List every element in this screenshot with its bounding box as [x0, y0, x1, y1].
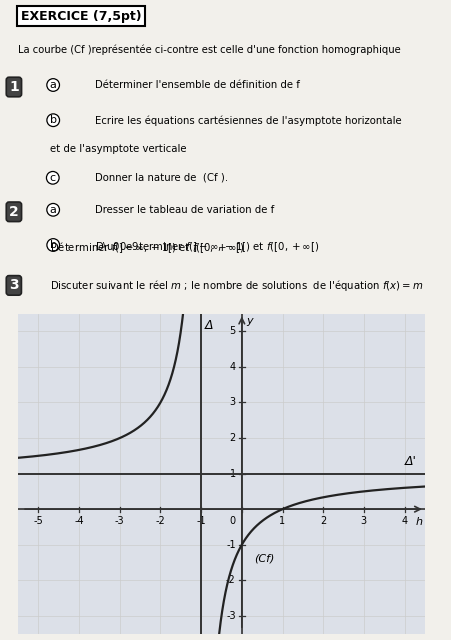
Text: -2: -2	[155, 516, 165, 525]
Text: Δ': Δ'	[404, 455, 416, 468]
Text: Ecrire les équations cartésiennes de l'asymptote horizontale: Ecrire les équations cartésiennes de l'a…	[95, 115, 400, 125]
Text: D\u00e9terminer $f(]-\infty,-1[)$ et $f([0,+\infty[)$: D\u00e9terminer $f(]-\infty,-1[)$ et $f(…	[95, 240, 318, 254]
Text: Déterminer $f(]-\infty,-1[)$ et $f([0,+\infty[)$: Déterminer $f(]-\infty,-1[)$ et $f([0,+\…	[50, 240, 244, 255]
Text: 5: 5	[229, 326, 235, 337]
Text: a: a	[50, 80, 56, 90]
Text: b: b	[50, 115, 56, 125]
Text: 3: 3	[360, 516, 366, 525]
Text: Dresser le tableau de variation de f: Dresser le tableau de variation de f	[95, 205, 274, 215]
Text: -1: -1	[226, 540, 235, 550]
Text: 1: 1	[229, 468, 235, 479]
Text: -5: -5	[33, 516, 43, 525]
Text: -2: -2	[226, 575, 235, 585]
Text: -3: -3	[226, 611, 235, 621]
Text: Δ: Δ	[204, 319, 212, 332]
Text: 4: 4	[229, 362, 235, 372]
Text: -4: -4	[74, 516, 84, 525]
Text: (Cf): (Cf)	[253, 554, 274, 564]
Text: 0: 0	[229, 516, 235, 525]
Text: y: y	[246, 316, 253, 326]
Text: et de l'asymptote verticale: et de l'asymptote verticale	[50, 144, 186, 154]
Text: -3: -3	[115, 516, 124, 525]
Text: h: h	[415, 517, 422, 527]
Text: Donner la nature de  (Cf ).: Donner la nature de (Cf ).	[95, 173, 228, 183]
Text: 3: 3	[9, 278, 18, 292]
Text: c: c	[50, 173, 56, 183]
Text: La courbe (Cf )représentée ci-contre est celle d'une fonction homographique: La courbe (Cf )représentée ci-contre est…	[18, 45, 400, 55]
Text: b: b	[50, 240, 56, 250]
Text: a: a	[50, 205, 56, 215]
Text: 4: 4	[400, 516, 407, 525]
Text: 1: 1	[9, 80, 19, 94]
Text: 2: 2	[229, 433, 235, 443]
Text: Déterminer l'ensemble de définition de f: Déterminer l'ensemble de définition de f	[95, 80, 299, 90]
Text: 2: 2	[9, 205, 19, 219]
Text: Discuter suivant le réel $m$ ; le nombre de solutions  de l'équation $f(x) = m$: Discuter suivant le réel $m$ ; le nombre…	[50, 278, 422, 293]
Text: EXERCICE (7,5pt): EXERCICE (7,5pt)	[21, 10, 141, 22]
Text: 1: 1	[279, 516, 285, 525]
Text: 3: 3	[229, 397, 235, 408]
Text: -1: -1	[196, 516, 206, 525]
Text: 2: 2	[319, 516, 326, 525]
